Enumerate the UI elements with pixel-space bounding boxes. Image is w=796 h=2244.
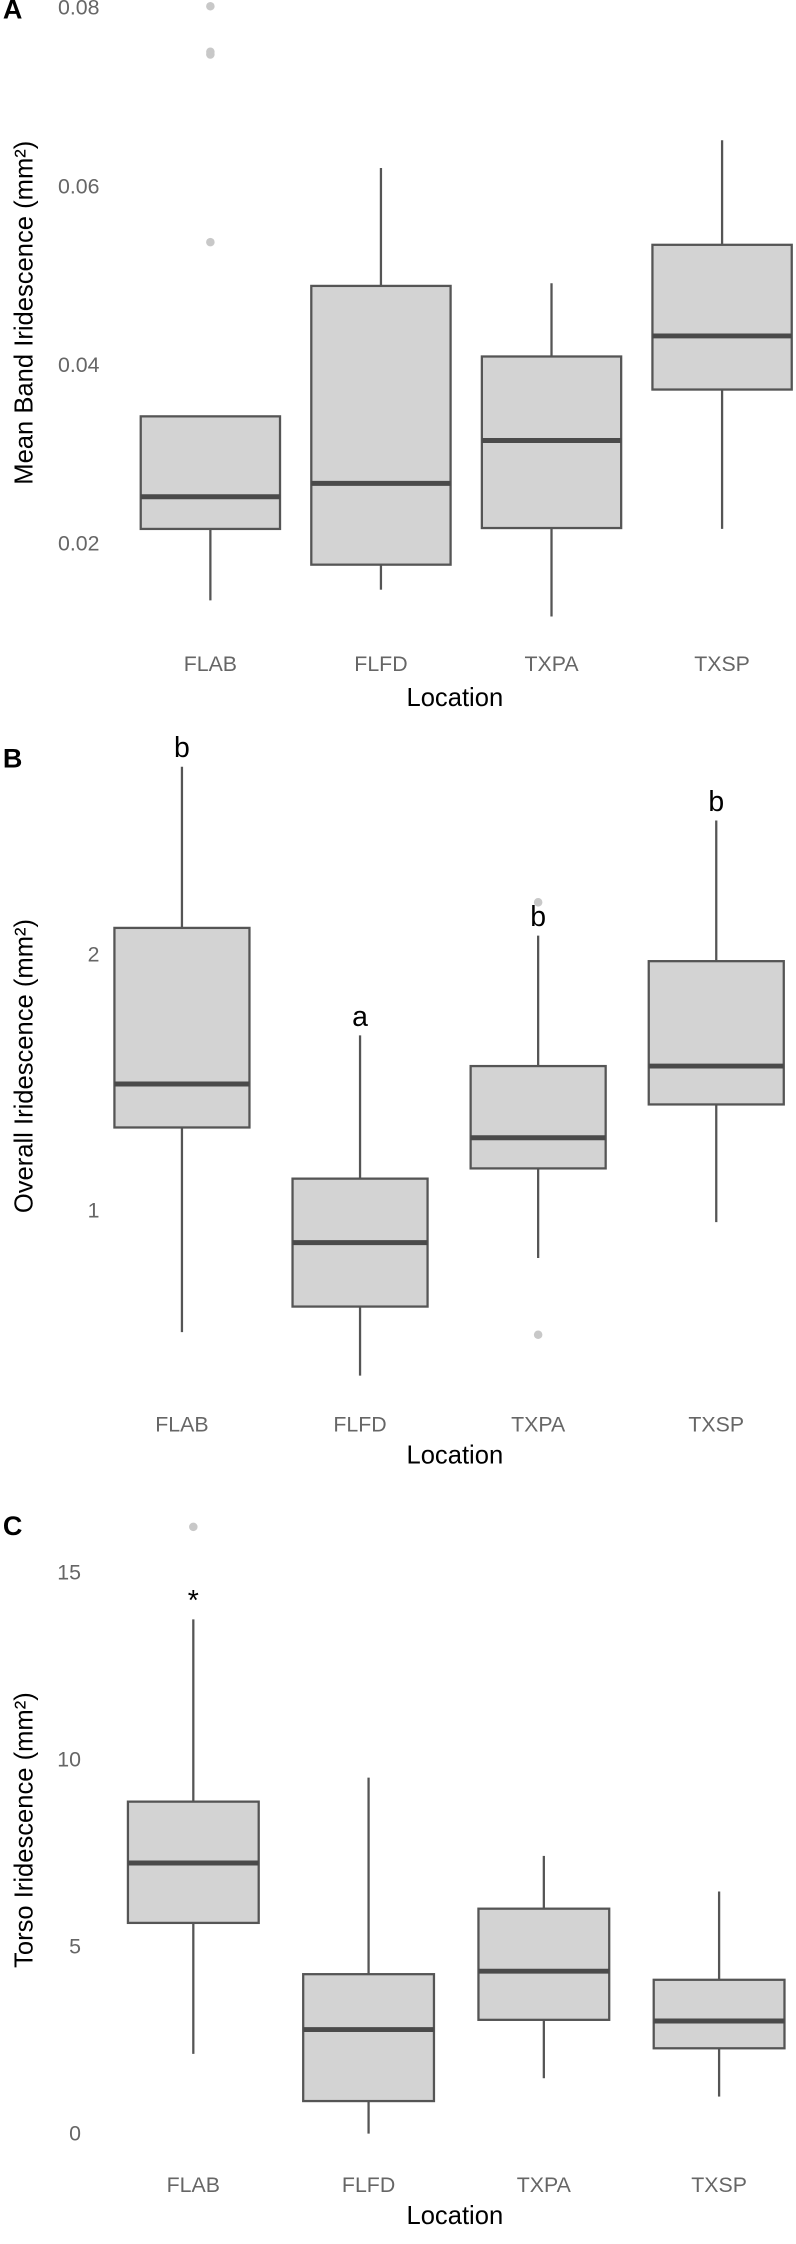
significance-label: * bbox=[188, 1585, 199, 1617]
y-tick-label: 0.08 bbox=[58, 0, 99, 20]
x-tick-label: TXSP bbox=[688, 1412, 744, 1436]
box bbox=[113, 926, 251, 1129]
x-tick-label: FLAB bbox=[155, 1412, 208, 1436]
y-tick-label: 0.06 bbox=[58, 174, 99, 198]
box bbox=[651, 243, 793, 391]
x-tick-label: TXSP bbox=[694, 652, 750, 676]
x-tick-label: FLFD bbox=[354, 652, 407, 676]
y-tick-label: 0 bbox=[69, 2122, 81, 2146]
y-tick-label: 0.04 bbox=[58, 353, 100, 377]
panel-label: A bbox=[3, 0, 22, 24]
box bbox=[647, 960, 785, 1106]
x-tick-label: FLFD bbox=[333, 1412, 386, 1436]
y-tick-label: 15 bbox=[57, 1560, 81, 1584]
significance-label: b bbox=[530, 901, 546, 933]
y-tick-label: 2 bbox=[88, 943, 100, 967]
outlier bbox=[189, 1522, 198, 1532]
outlier bbox=[206, 237, 215, 247]
x-axis-title: Location bbox=[406, 684, 503, 712]
outlier bbox=[206, 1, 215, 11]
y-tick-label: 1 bbox=[88, 1199, 100, 1223]
x-tick-label: TXPA bbox=[517, 2173, 572, 2197]
y-tick-label: 5 bbox=[69, 1935, 81, 1959]
box bbox=[302, 1973, 436, 2103]
y-axis-title: Mean Band Iridescence (mm²) bbox=[10, 141, 38, 485]
box bbox=[469, 1064, 607, 1170]
outlier bbox=[533, 1330, 543, 1339]
box bbox=[477, 1907, 611, 2021]
box bbox=[652, 1978, 786, 2050]
panel-label: B bbox=[3, 744, 22, 774]
x-tick-label: FLAB bbox=[167, 2173, 220, 2197]
y-axis-title: Torso Iridescence (mm²) bbox=[10, 1692, 38, 1968]
outlier bbox=[533, 898, 543, 907]
box bbox=[310, 284, 452, 566]
y-tick-label: 10 bbox=[57, 1747, 81, 1771]
x-tick-label: TXPA bbox=[524, 652, 579, 676]
panel-label: C bbox=[3, 1511, 22, 1541]
x-tick-label: TXPA bbox=[511, 1412, 566, 1436]
y-axis-title: Overall Iridescence (mm²) bbox=[10, 919, 38, 1213]
significance-label: a bbox=[352, 1001, 368, 1033]
outlier bbox=[206, 50, 215, 59]
y-tick-label: 0.02 bbox=[58, 532, 99, 556]
significance-label: b bbox=[174, 732, 190, 764]
x-tick-label: FLAB bbox=[184, 652, 237, 676]
significance-label: b bbox=[708, 786, 724, 818]
x-tick-label: FLFD bbox=[342, 2173, 395, 2197]
x-axis-title: Location bbox=[406, 2202, 503, 2230]
x-tick-label: TXSP bbox=[691, 2173, 747, 2197]
x-axis-title: Location bbox=[406, 1442, 503, 1470]
box bbox=[139, 415, 282, 531]
